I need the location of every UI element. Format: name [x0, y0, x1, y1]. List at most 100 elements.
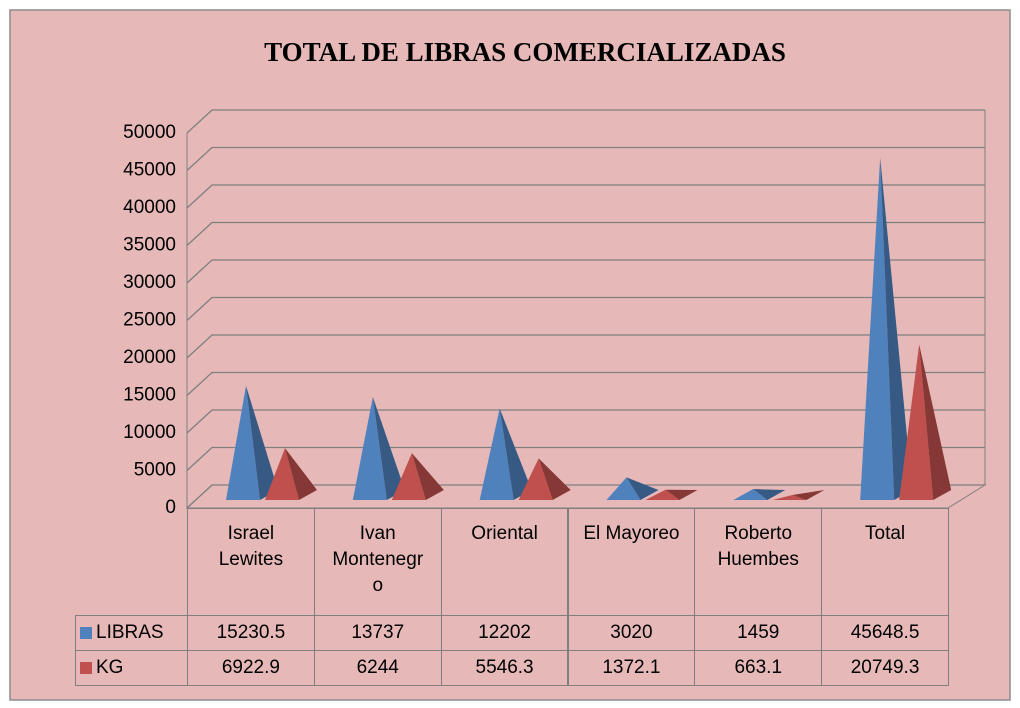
pyramid: [518, 458, 571, 500]
pyramid-front: [645, 489, 680, 500]
pyramid: [606, 477, 659, 500]
pyramid: [645, 489, 698, 500]
value-cell: 12202: [440, 615, 569, 651]
y-tick-label: 10000: [123, 422, 176, 443]
category-cell: Total: [821, 508, 949, 616]
cell-text: 20749.3: [850, 657, 920, 678]
pyramid-front: [606, 477, 641, 500]
value-cell: 6244: [313, 650, 442, 686]
pyramid-front: [772, 495, 807, 500]
pyramid: [226, 385, 278, 500]
value-cell: 45648.5: [821, 615, 949, 651]
legend-swatch: [80, 626, 92, 639]
cell-text: Oriental: [471, 523, 538, 544]
grid-line: [186, 446, 985, 471]
category-cell: Ivan Montenegro: [313, 508, 442, 616]
cell-text: Total: [865, 523, 906, 544]
value-cell: 5546.3: [440, 650, 569, 686]
cell-text: 6922.9: [221, 657, 280, 678]
value-cell: 663.1: [694, 650, 823, 686]
chart-area: [9, 9, 1011, 701]
pyramid-front: [899, 344, 934, 500]
cell-text: Israel Lewites: [218, 523, 284, 570]
cell-text: 5546.3: [475, 657, 534, 678]
cell-text: 663.1: [734, 657, 783, 678]
value-cell: 20749.3: [821, 650, 949, 686]
grid-line: [186, 221, 985, 246]
pyramid: [391, 453, 444, 500]
category-cell: Israel Lewites: [187, 508, 315, 616]
grid-line: [186, 484, 985, 509]
pyramid-side: [919, 344, 952, 500]
cell-text: 1372.1: [602, 657, 661, 678]
pyramid-side: [792, 490, 825, 500]
grid-line: [186, 409, 985, 434]
pyramid: [860, 157, 913, 501]
cell-text: Roberto Huembes: [717, 523, 799, 570]
value-cell: 13737: [313, 615, 442, 651]
pyramid-side: [753, 489, 786, 500]
cell-text: 15230.5: [216, 622, 286, 643]
category-cell: Roberto Huembes: [694, 508, 823, 616]
pyramid-front: [733, 489, 768, 500]
pyramid-side: [880, 157, 913, 501]
pyramid: [772, 490, 825, 500]
cell-text: 3020: [610, 622, 653, 643]
value-cell: 3020: [567, 615, 696, 651]
y-tick-label: 5000: [134, 460, 176, 481]
value-cell: 6922.9: [187, 650, 315, 686]
grid-line: [186, 259, 985, 284]
category-cell: El Mayoreo: [567, 508, 696, 616]
grid-line: [186, 334, 985, 359]
chart-title: TOTAL DE LIBRAS COMERCIALIZADAS: [264, 37, 786, 67]
pyramid-side: [665, 489, 698, 500]
pyramid: [733, 489, 786, 500]
pyramid-front: [860, 157, 895, 501]
pyramid-front: [352, 396, 387, 500]
pyramid-side: [246, 385, 278, 500]
y-tick-label: 30000: [123, 272, 176, 293]
cell-text: El Mayoreo: [583, 523, 680, 544]
pyramid-side: [538, 458, 571, 500]
pyramid-front: [518, 458, 553, 500]
pyramid-side: [626, 477, 659, 500]
legend-swatch: [80, 661, 92, 674]
category-cell: Oriental: [440, 508, 569, 616]
y-tick-label: 25000: [123, 310, 176, 331]
pyramid-front: [479, 408, 514, 500]
y-tick-label: 15000: [123, 385, 176, 406]
y-tick-label: 20000: [123, 347, 176, 368]
y-tick-label: 40000: [123, 197, 176, 218]
pyramid-side: [372, 396, 405, 500]
pyramid-front: [391, 453, 426, 500]
pyramid: [479, 408, 532, 500]
cell-text: 13737: [351, 622, 405, 643]
value-cell: 1372.1: [567, 650, 696, 686]
pyramid: [352, 396, 405, 500]
grid-line: [186, 146, 985, 171]
cell-text: 1459: [737, 622, 780, 643]
pyramid-front: [265, 448, 299, 500]
legend-label: LIBRAS: [96, 622, 164, 643]
legend-cell: KG: [75, 650, 188, 686]
grid-line: [186, 184, 985, 209]
legend-cell: LIBRAS: [75, 615, 188, 651]
value-cell: 15230.5: [187, 615, 315, 651]
y-tick-label: 0: [165, 497, 176, 518]
y-tick-label: 45000: [123, 160, 176, 181]
cell-text: 45648.5: [850, 622, 920, 643]
pyramid-side: [285, 448, 317, 500]
legend-label: KG: [96, 657, 124, 678]
grid-line: [186, 109, 985, 134]
cell-text: 12202: [478, 622, 531, 643]
pyramid-side: [499, 408, 532, 500]
pyramid-side: [411, 453, 444, 500]
pyramid: [265, 448, 317, 500]
grid-line: [186, 296, 985, 321]
cell-text: Ivan Montenegro: [332, 523, 424, 596]
y-tick-label: 50000: [123, 122, 176, 143]
pyramid-front: [226, 385, 260, 500]
grid-line: [186, 371, 985, 396]
